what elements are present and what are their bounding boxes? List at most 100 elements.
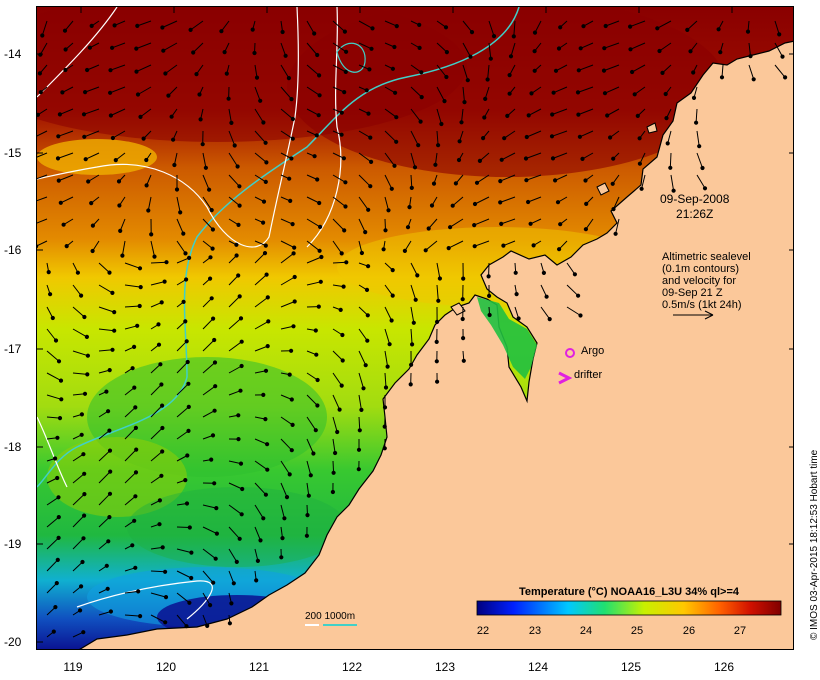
velocity-arrow-head [212,408,217,413]
velocity-arrow [552,108,568,115]
velocity-arrow-head [688,49,693,54]
velocity-arrow-head [433,162,438,167]
velocity-legend-note: Altimetric sealevel (0.1m contours) and … [662,251,751,311]
velocity-arrow-head [359,250,364,256]
velocity-arrow [306,86,320,96]
velocity-arrow-head [219,29,224,34]
velocity-arrow-head [107,368,112,373]
velocity-arrow [228,174,240,187]
velocity-arrow-head [108,469,113,474]
velocity-arrow [176,240,186,254]
velocity-arrow-head [444,74,449,80]
velocity-arrow-head [236,437,241,442]
velocity-arrow-head [547,317,552,322]
velocity-arrow-head [149,232,154,237]
velocity-arrow-head [181,299,186,304]
velocity-arrow-head [118,228,123,233]
velocity-arrow [332,416,338,433]
velocity-arrow-head [252,50,257,56]
velocity-arrow [384,328,391,345]
velocity-arrow-head [514,292,519,297]
velocity-arrow [98,471,111,484]
velocity-arrow [150,261,167,264]
velocity-arrow-head [163,595,169,600]
velocity-arrow-head [317,248,322,253]
velocity-arrow-head [37,244,39,249]
velocity-arrow-head [780,54,785,59]
velocity-arrow-head [417,45,422,51]
velocity-arrow-head [550,156,556,161]
velocity-arrow-head [485,77,490,82]
velocity-arrow [176,257,190,264]
velocity-arrow-head [37,112,40,117]
velocity-arrow [176,218,184,234]
velocity-arrow [46,416,61,419]
velocity-arrow-head [359,407,364,412]
lon-label-119: 119 [63,660,83,674]
velocity-arrow-head [572,272,578,277]
velocity-arrow [566,284,579,297]
velocity-arrow [280,218,293,225]
sst-map[interactable] [36,6,794,650]
velocity-arrow-head [186,428,191,433]
velocity-arrow [280,276,295,286]
velocity-arrow [202,196,213,211]
velocity-arrow [280,482,288,498]
velocity-arrow-head [557,247,562,252]
copyright-text: © IMOS 03-Apr-2015 18:12:53 Hobart time [809,449,820,640]
velocity-arrow-head [532,68,537,73]
velocity-arrow-head [393,90,398,95]
velocity-arrow [150,451,163,462]
velocity-arrow-head [81,536,86,541]
velocity-arrow-head [289,348,294,353]
velocity-arrow-head [491,34,497,39]
velocity-arrow [384,284,394,296]
velocity-arrow-head [581,24,586,29]
velocity-arrow [192,42,204,53]
velocity-arrow [228,570,235,584]
velocity-arrow-head [550,112,555,117]
velocity-arrow [46,350,60,362]
velocity-arrow-head [209,296,214,301]
velocity-arrow [604,42,620,49]
velocity-arrow-head [417,22,422,27]
velocity-arrow-head [134,46,139,51]
velocity-arrow-head [90,223,96,228]
velocity-arrow-head [75,270,81,275]
velocity-arrow-head [426,226,431,231]
velocity-arrow [280,325,294,330]
velocity-arrow-head [368,184,373,189]
velocity-arrow-head [138,614,143,619]
velocity-arrow [150,281,165,286]
velocity-arrow-head [524,134,529,140]
velocity-arrow [358,328,368,341]
velocity-arrow-head [135,92,141,97]
velocity-arrow-head [526,199,531,205]
velocity-arrow [202,592,211,606]
velocity-arrow-head [238,316,244,321]
velocity-arrow-head [382,405,388,410]
velocity-arrow-head [144,157,149,163]
velocity-arrow [280,86,292,100]
timestamp: 09-Sep-2008 21:26Z [660,192,729,222]
velocity-arrow-head [558,25,563,30]
velocity-arrow-head [339,383,344,388]
velocity-arrow-head [418,119,423,124]
velocity-arrow-head [40,33,45,38]
velocity-arrow-head [133,470,139,475]
velocity-arrow-head [258,98,263,103]
velocity-arrow [72,328,88,338]
velocity-arrow-head [498,200,503,205]
velocity-arrow-head [236,222,241,227]
velocity-arrow-head [209,208,214,213]
velocity-arrow-head [436,298,441,303]
velocity-arrow [202,318,214,330]
velocity-arrow-head [108,90,113,95]
velocity-arrow [254,504,264,519]
velocity-arrow-head [184,339,189,344]
velocity-arrow-head [226,96,231,101]
velocity-arrow [696,174,706,189]
velocity-arrow [603,64,620,72]
velocity-arrow-head [306,493,311,498]
velocity-arrow-head [53,605,58,610]
